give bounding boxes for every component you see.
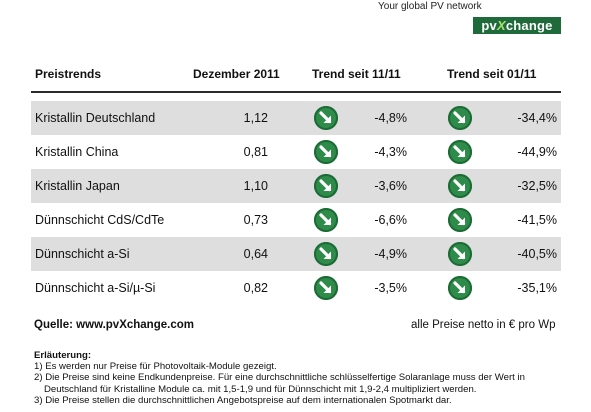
row-trend-11-11: -3,5% bbox=[374, 281, 407, 295]
table-row: Dünnschicht a-Si 0,64 -4,9% -40,5% bbox=[31, 237, 561, 271]
down-right-arrow-icon bbox=[448, 276, 472, 300]
down-right-arrow-icon bbox=[448, 208, 472, 232]
units-note: alle Preise netto in € pro Wp bbox=[411, 319, 556, 331]
column-header-trend-01-11: Trend seit 01/11 bbox=[447, 67, 537, 81]
down-right-arrow-icon bbox=[314, 242, 338, 266]
row-trend-11-11: -4,3% bbox=[374, 145, 407, 159]
row-price: 0,64 bbox=[243, 247, 268, 261]
row-label: Kristallin Deutschland bbox=[35, 111, 156, 125]
down-right-arrow-icon bbox=[314, 276, 338, 300]
row-trend-01-11: -40,5% bbox=[517, 247, 557, 261]
row-trend-01-11: -35,1% bbox=[517, 281, 557, 295]
table-row: Dünnschicht CdS/CdTe 0,73 -6,6% -41,5% bbox=[31, 203, 561, 237]
row-price: 0,81 bbox=[243, 145, 268, 159]
row-label: Dünnschicht a-Si bbox=[35, 247, 130, 261]
note-2: 2) Die Preise sind keine Endkundenpreise… bbox=[34, 372, 525, 384]
table-row: Kristallin China 0,81 -4,3% -44,9% bbox=[31, 135, 561, 169]
down-right-arrow-icon bbox=[448, 106, 472, 130]
row-label: Dünnschicht a-Si/µ-Si bbox=[35, 281, 156, 295]
row-price: 1,12 bbox=[243, 111, 268, 125]
table-row: Dünnschicht a-Si/µ-Si 0,82 -3,5% -35,1% bbox=[31, 271, 561, 305]
row-trend-11-11: -4,9% bbox=[374, 247, 407, 261]
column-header-dezember: Dezember 2011 bbox=[193, 67, 280, 81]
row-trend-11-11: -6,6% bbox=[374, 213, 407, 227]
notes-title: Erläuterung: bbox=[34, 350, 92, 361]
row-price: 0,82 bbox=[243, 281, 268, 295]
row-trend-01-11: -32,5% bbox=[517, 179, 557, 193]
note-2-continued: Deutschland für Kristalline Module ca. m… bbox=[44, 383, 477, 395]
column-header-preistrends: Preistrends bbox=[35, 67, 102, 81]
row-label: Kristallin China bbox=[35, 145, 119, 159]
note-1: 1) Es werden nur Preise für Photovoltaik… bbox=[34, 361, 277, 373]
row-label: Kristallin Japan bbox=[35, 179, 120, 193]
row-price: 1,10 bbox=[243, 179, 268, 193]
source-text: Quelle: www.pvXchange.com bbox=[34, 319, 194, 331]
down-right-arrow-icon bbox=[448, 174, 472, 198]
tagline: Your global PV network bbox=[378, 1, 482, 12]
down-right-arrow-icon bbox=[314, 106, 338, 130]
down-right-arrow-icon bbox=[314, 140, 338, 164]
header-divider bbox=[31, 91, 561, 93]
down-right-arrow-icon bbox=[314, 174, 338, 198]
down-right-arrow-icon bbox=[314, 208, 338, 232]
row-trend-01-11: -34,4% bbox=[517, 111, 557, 125]
logo-text-x: X bbox=[496, 18, 506, 33]
down-right-arrow-icon bbox=[448, 140, 472, 164]
logo-text-change: change bbox=[505, 18, 553, 33]
price-table: Kristallin Deutschland 1,12 -4,8% -34,4% Kri… bbox=[31, 101, 561, 305]
row-trend-01-11: -41,5% bbox=[517, 213, 557, 227]
table-row: Kristallin Japan 1,10 -3,6% -32,5% bbox=[31, 169, 561, 203]
notes: Erläuterung: 1) Es werden nur Preise für… bbox=[34, 350, 525, 406]
row-label: Dünnschicht CdS/CdTe bbox=[35, 213, 165, 227]
note-3: 3) Die Preise stellen die durchschnittli… bbox=[34, 394, 452, 406]
table-row: Kristallin Deutschland 1,12 -4,8% -34,4% bbox=[31, 101, 561, 135]
down-right-arrow-icon bbox=[448, 242, 472, 266]
column-header-trend-11-11: Trend seit 11/11 bbox=[312, 67, 401, 81]
row-trend-11-11: -3,6% bbox=[374, 179, 407, 193]
row-price: 0,73 bbox=[243, 213, 268, 227]
row-trend-11-11: -4,8% bbox=[374, 111, 407, 125]
logo-text-pv: pv bbox=[481, 18, 497, 33]
row-trend-01-11: -44,9% bbox=[517, 145, 557, 159]
